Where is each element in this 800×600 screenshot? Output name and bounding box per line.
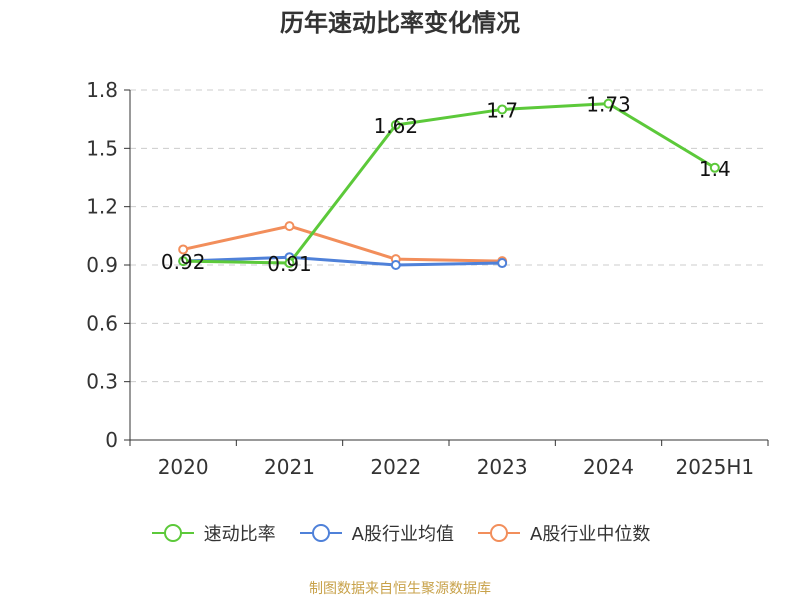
y-tick-label: 1.2 xyxy=(86,195,118,219)
legend-swatch-icon xyxy=(151,524,194,542)
chart-title: 历年速动比率变化情况 xyxy=(280,9,520,37)
data-label: 1.73 xyxy=(586,93,631,117)
x-tick-label: 2023 xyxy=(477,455,528,479)
data-label: 0.91 xyxy=(267,252,312,276)
data-point[interactable] xyxy=(178,256,189,267)
grid-lines xyxy=(130,89,768,383)
x-tick-label: 2020 xyxy=(158,455,209,479)
legend-label: A股行业均值 xyxy=(351,524,454,545)
legend-item[interactable]: A股行业均值 xyxy=(298,520,454,546)
data-point[interactable] xyxy=(709,162,720,173)
data-point[interactable] xyxy=(390,260,401,270)
y-tick-label: 1.8 xyxy=(86,78,118,102)
data-label: 1.4 xyxy=(699,157,731,181)
x-tick-label: 2022 xyxy=(370,455,421,479)
legend-swatch-icon xyxy=(299,524,342,542)
y-tick-label: 0.6 xyxy=(86,311,118,335)
series-layer xyxy=(178,98,720,270)
data-label: 1.62 xyxy=(374,114,419,138)
legend-label: 速动比率 xyxy=(203,524,276,545)
y-tick-label: 0.9 xyxy=(86,253,118,277)
legend-item[interactable]: A股行业中位数 xyxy=(476,520,650,546)
legend: 速动比率 A股行业均值 A股行业中位数 xyxy=(0,520,800,546)
data-point[interactable] xyxy=(497,258,508,269)
data-labels: 0.92 0.91 1.62 1.7 1.73 1.4 xyxy=(161,93,731,276)
data-point[interactable] xyxy=(284,258,295,269)
series-line xyxy=(181,255,504,267)
data-point[interactable] xyxy=(497,104,508,115)
data-label: 0.92 xyxy=(161,250,206,274)
data-label: 1.7 xyxy=(486,98,518,122)
x-tick-label: 2024 xyxy=(583,455,634,479)
data-point[interactable] xyxy=(284,221,295,232)
legend-swatch-icon xyxy=(478,524,520,542)
data-point[interactable] xyxy=(603,98,614,109)
data-point[interactable] xyxy=(390,120,401,130)
y-tick-label: 0 xyxy=(105,428,118,452)
data-point[interactable] xyxy=(178,244,189,255)
y-tick-label: 0.3 xyxy=(86,370,118,394)
series-line xyxy=(181,102,717,265)
axes: 0 0.3 0.6 0.9 1.2 1.5 1.8 2020 2021 2022 2023 2024 2… xyxy=(86,78,769,479)
legend-label: A股行业中位数 xyxy=(530,524,651,545)
y-tick-label: 1.5 xyxy=(86,136,118,160)
x-tick-label: 2021 xyxy=(264,455,315,479)
x-tick-label: 2025H1 xyxy=(675,455,754,479)
series-line xyxy=(181,224,504,263)
legend-item[interactable]: 速动比率 xyxy=(150,520,276,546)
source-note: 制图数据来自恒生聚源数据库 xyxy=(309,581,491,597)
